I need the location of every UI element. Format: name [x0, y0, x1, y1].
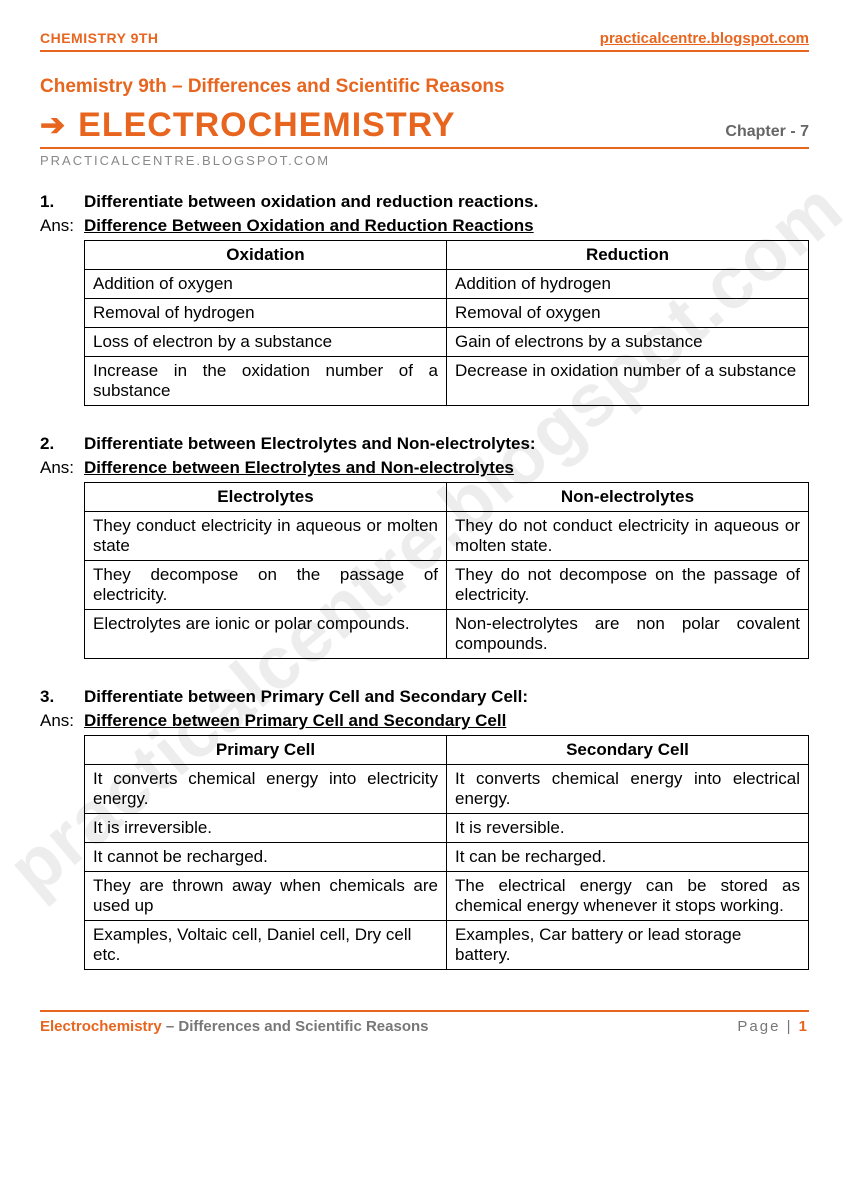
title-text: ELECTROCHEMISTRY — [78, 106, 455, 145]
question-row: 1. Differentiate between oxidation and re… — [40, 192, 809, 212]
table-cell: They are thrown away when chemicals are … — [85, 872, 447, 921]
table-cell: They conduct electricity in aqueous or m… — [85, 512, 447, 561]
answer-heading: Difference Between Oxidation and Reducti… — [84, 216, 534, 236]
table-row: Electrolytes are ionic or polar compound… — [85, 610, 809, 659]
answer-row: Ans: Difference Between Oxidation and Red… — [40, 216, 809, 236]
table-row: It cannot be recharged.It can be recharg… — [85, 843, 809, 872]
comparison-table: OxidationReductionAddition of oxygenAddi… — [84, 240, 809, 406]
qa-block: 3. Differentiate between Primary Cell and… — [40, 687, 809, 970]
table-cell: Increase in the oxidation number of a su… — [85, 357, 447, 406]
question-number: 1. — [40, 192, 74, 212]
table-row: They decompose on the passage of electri… — [85, 561, 809, 610]
table-cell: They decompose on the passage of electri… — [85, 561, 447, 610]
table-cell: It is irreversible. — [85, 814, 447, 843]
footer-page-label: Page | — [737, 1018, 798, 1035]
table-cell: Examples, Voltaic cell, Daniel cell, Dry… — [85, 921, 447, 970]
table-cell: Examples, Car battery or lead storage ba… — [447, 921, 809, 970]
answer-row: Ans: Difference between Electrolytes and … — [40, 458, 809, 478]
answer-row: Ans: Difference between Primary Cell and … — [40, 711, 809, 731]
table-cell: The electrical energy can be stored as c… — [447, 872, 809, 921]
main-title: ➔ ELECTROCHEMISTRY — [40, 106, 456, 145]
table-cell: Electrolytes are ionic or polar compound… — [85, 610, 447, 659]
question-text: Differentiate between Electrolytes and N… — [84, 434, 536, 454]
comparison-table: Primary CellSecondary CellIt converts ch… — [84, 735, 809, 970]
question-text: Differentiate between Primary Cell and S… — [84, 687, 528, 707]
table-cell: It converts chemical energy into electri… — [85, 765, 447, 814]
table-cell: Addition of oxygen — [85, 270, 447, 299]
answer-label: Ans: — [40, 216, 74, 236]
table-header: Primary Cell — [85, 736, 447, 765]
arrow-icon: ➔ — [40, 111, 66, 141]
table-cell: It cannot be recharged. — [85, 843, 447, 872]
table-cell: It is reversible. — [447, 814, 809, 843]
table-header: Oxidation — [85, 241, 447, 270]
table-cell: Addition of hydrogen — [447, 270, 809, 299]
table-row: They are thrown away when chemicals are … — [85, 872, 809, 921]
title-row: ➔ ELECTROCHEMISTRY Chapter - 7 — [40, 106, 809, 149]
page-header: CHEMISTRY 9TH practicalcentre.blogspot.c… — [40, 30, 809, 52]
table-row: They conduct electricity in aqueous or m… — [85, 512, 809, 561]
qa-block: 2. Differentiate between Electrolytes and… — [40, 434, 809, 659]
table-cell: It converts chemical energy into electri… — [447, 765, 809, 814]
answer-heading: Difference between Primary Cell and Seco… — [84, 711, 506, 731]
header-subject: CHEMISTRY 9TH — [40, 30, 159, 46]
table-header: Electrolytes — [85, 483, 447, 512]
table-cell: They do not conduct electricity in aqueo… — [447, 512, 809, 561]
table-cell: Removal of hydrogen — [85, 299, 447, 328]
answer-label: Ans: — [40, 458, 74, 478]
table-row: It is irreversible.It is reversible. — [85, 814, 809, 843]
footer-page-num: 1 — [799, 1018, 809, 1035]
table-row: Removal of hydrogenRemoval of oxygen — [85, 299, 809, 328]
question-row: 2. Differentiate between Electrolytes and… — [40, 434, 809, 454]
table-row: Addition of oxygenAddition of hydrogen — [85, 270, 809, 299]
table-row: Examples, Voltaic cell, Daniel cell, Dry… — [85, 921, 809, 970]
table-header: Non-electrolytes — [447, 483, 809, 512]
qa-block: 1. Differentiate between oxidation and re… — [40, 192, 809, 406]
header-site-link[interactable]: practicalcentre.blogspot.com — [600, 30, 809, 47]
chapter-label: Chapter - 7 — [725, 123, 809, 145]
table-cell: Non-electrolytes are non polar covalent … — [447, 610, 809, 659]
table-row: Increase in the oxidation number of a su… — [85, 357, 809, 406]
table-cell: Removal of oxygen — [447, 299, 809, 328]
table-header: Reduction — [447, 241, 809, 270]
site-line: PRACTICALCENTRE.BLOGSPOT.COM — [40, 153, 809, 168]
table-cell: Decrease in oxidation number of a substa… — [447, 357, 809, 406]
footer-suffix: – Differences and Scientific Reasons — [166, 1018, 429, 1035]
table-row: Loss of electron by a substanceGain of e… — [85, 328, 809, 357]
table-header: Secondary Cell — [447, 736, 809, 765]
answer-heading: Difference between Electrolytes and Non-… — [84, 458, 514, 478]
footer-topic: Electrochemistry — [40, 1018, 162, 1035]
page-subtitle: Chemistry 9th – Differences and Scientif… — [40, 76, 809, 98]
table-cell: Loss of electron by a substance — [85, 328, 447, 357]
question-number: 2. — [40, 434, 74, 454]
answer-label: Ans: — [40, 711, 74, 731]
footer-right: Page | 1 — [737, 1018, 809, 1035]
question-text: Differentiate between oxidation and redu… — [84, 192, 538, 212]
table-cell: Gain of electrons by a substance — [447, 328, 809, 357]
table-cell: It can be recharged. — [447, 843, 809, 872]
table-cell: They do not decompose on the passage of … — [447, 561, 809, 610]
footer-left: Electrochemistry – Differences and Scien… — [40, 1018, 429, 1035]
table-row: It converts chemical energy into electri… — [85, 765, 809, 814]
page-footer: Electrochemistry – Differences and Scien… — [40, 1010, 809, 1035]
comparison-table: ElectrolytesNon-electrolytesThey conduct… — [84, 482, 809, 659]
question-number: 3. — [40, 687, 74, 707]
question-row: 3. Differentiate between Primary Cell and… — [40, 687, 809, 707]
